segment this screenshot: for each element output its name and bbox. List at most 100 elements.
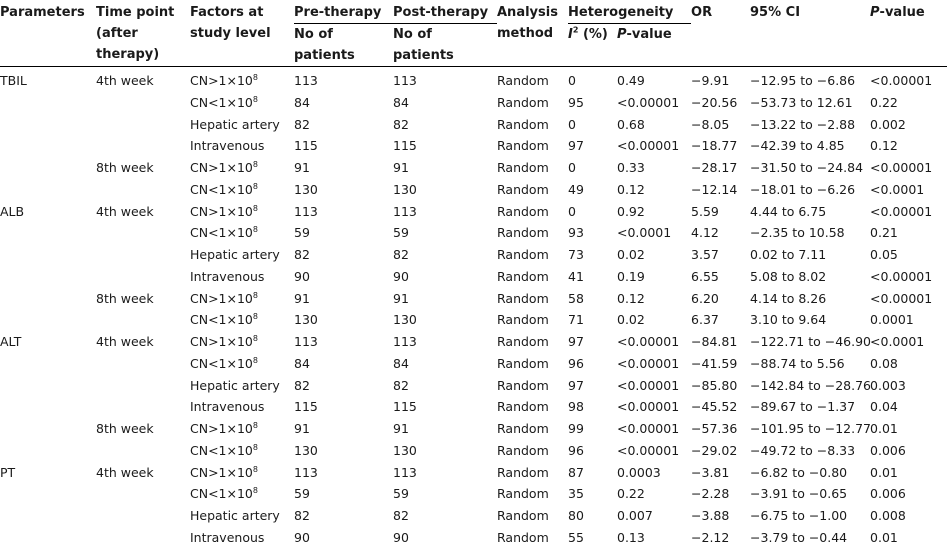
cell-or: −2.12 xyxy=(691,529,730,545)
table-row: Hepatic artery 82 82 Random 97 <0.00001 −85.80… xyxy=(0,375,947,397)
header-or: OR xyxy=(691,0,751,67)
table-row: Hepatic artery 82 82 Random 73 0.02 3.57 0.02 t… xyxy=(0,244,947,266)
cell-pre-patients: 113 xyxy=(294,464,318,480)
table-row: Hepatic artery 82 82 Random 0 0.68 −8.05 −13.22… xyxy=(0,114,947,136)
cell-post-patients: 82 xyxy=(393,377,409,393)
cell-post-patients: 84 xyxy=(393,94,409,110)
cell-factor: CN<1×108 xyxy=(190,222,294,244)
cell-post-patients: 59 xyxy=(393,486,409,502)
cell-pre-patients: 90 xyxy=(294,529,310,545)
cell-pre-patients: 82 xyxy=(294,116,310,132)
cell-p-value: 0.22 xyxy=(870,94,898,110)
cell-or: −57.36 xyxy=(691,421,738,436)
factor-exponent: 8 xyxy=(252,290,258,300)
cell-or: −29.02 xyxy=(691,442,738,458)
header-het-p-italic: P xyxy=(617,27,627,42)
header-time-point-line3: therapy) xyxy=(96,47,160,62)
cell-p-value: 0.12 xyxy=(870,138,898,154)
cell-analysis-method: Random xyxy=(497,73,549,88)
factor-text: Intravenous xyxy=(190,399,265,415)
cell-pre-patients: 130 xyxy=(294,442,318,458)
cell-or: 5.59 xyxy=(691,203,719,219)
cell-or: −20.56 xyxy=(691,94,738,110)
cell-i2: 96 xyxy=(568,355,584,371)
header-analysis-line2: method xyxy=(497,26,554,41)
cell-p-value: <0.0001 xyxy=(870,334,925,349)
cell-parameter: ALB xyxy=(0,203,25,219)
cell-i2: 73 xyxy=(568,247,584,262)
cell-i2: 97 xyxy=(568,377,584,393)
cell-95ci: 4.44 to 6.75 xyxy=(750,203,827,219)
cell-post-patients: 59 xyxy=(393,225,409,241)
header-time-point: Time point (after therapy) xyxy=(96,0,190,67)
cell-i2: 58 xyxy=(568,290,584,306)
cell-parameter: TBIL xyxy=(0,73,27,88)
cell-analysis-method: Random xyxy=(497,421,549,436)
header-post-sub-line1: No of xyxy=(393,27,432,42)
cell-analysis-method: Random xyxy=(497,247,549,262)
table-row: Intravenous 115 115 Random 97 <0.00001 −18.77−… xyxy=(0,135,947,157)
cell-time-point xyxy=(96,266,190,288)
cell-factor: Intravenous xyxy=(190,266,294,288)
cell-p-value: 0.01 xyxy=(870,464,898,480)
cell-analysis-method: Random xyxy=(497,138,549,154)
cell-pre-patients: 82 xyxy=(294,377,310,393)
factor-text: CN<1×10 xyxy=(190,312,253,328)
cell-post-patients: 91 xyxy=(393,290,409,306)
cell-post-patients: 84 xyxy=(393,355,409,371)
header-time-point-line2: (after xyxy=(96,26,138,41)
cell-pre-patients: 115 xyxy=(294,138,318,154)
cell-analysis-method: Random xyxy=(497,442,549,458)
cell-parameter xyxy=(0,418,96,440)
table-row: CN<1×108 130 130 Random 96 <0.00001 −29.02 −49.… xyxy=(0,440,947,462)
cell-p-value: <0.0001 xyxy=(870,181,925,197)
cell-time-point xyxy=(96,135,190,157)
cell-95ci: −89.67 to −1.37 xyxy=(750,399,856,415)
cell-factor: Intravenous xyxy=(190,527,294,549)
cell-factor: CN>1×108 xyxy=(190,331,294,353)
cell-pre-patients: 59 xyxy=(294,225,310,241)
cell-het-pvalue: 0.68 xyxy=(617,116,645,132)
cell-i2: 71 xyxy=(568,312,584,328)
cell-time-point: 8th week xyxy=(96,160,154,175)
cell-time-point xyxy=(96,440,190,462)
factor-text: Intravenous xyxy=(190,268,265,284)
cell-i2: 95 xyxy=(568,94,584,110)
cell-or: −45.52 xyxy=(691,399,738,415)
cell-95ci: −18.01 to −6.26 xyxy=(750,181,856,197)
cell-analysis-method: Random xyxy=(497,181,549,197)
header-i2-rest: (%) xyxy=(578,27,608,42)
cell-or: −3.81 xyxy=(691,464,730,480)
cell-i2: 96 xyxy=(568,442,584,458)
cell-het-pvalue: <0.00001 xyxy=(617,442,680,458)
cell-or: 6.20 xyxy=(691,290,719,306)
cell-pre-patients: 91 xyxy=(294,421,310,436)
cell-or: −28.17 xyxy=(691,160,738,175)
header-het-pvalue: P-value xyxy=(617,24,691,66)
table-row: Intravenous 90 90 Random 41 0.19 6.55 5.08 to 8… xyxy=(0,266,947,288)
cell-i2: 0 xyxy=(568,116,576,132)
cell-95ci: −2.35 to 10.58 xyxy=(750,225,845,241)
cell-parameter xyxy=(0,222,96,244)
header-analysis-line1: Analysis xyxy=(497,5,558,20)
factor-exponent: 8 xyxy=(252,464,258,474)
cell-pre-patients: 84 xyxy=(294,94,310,110)
table-row: Intravenous 115 115 Random 98 <0.00001 −45.52−… xyxy=(0,396,947,418)
cell-parameter xyxy=(0,483,96,505)
cell-95ci: −42.39 to 4.85 xyxy=(750,138,845,154)
cell-analysis-method: Random xyxy=(497,290,549,306)
cell-or: −18.77 xyxy=(691,138,738,154)
cell-het-pvalue: 0.92 xyxy=(617,203,645,219)
cell-95ci: 3.10 to 9.64 xyxy=(750,312,827,328)
cell-parameter xyxy=(0,353,96,375)
cell-pre-patients: 91 xyxy=(294,160,310,175)
header-post-sub: No of patients xyxy=(393,23,497,67)
cell-p-value: 0.05 xyxy=(870,247,898,262)
cell-parameter xyxy=(0,114,96,136)
cell-het-pvalue: <0.0001 xyxy=(617,225,672,241)
table-row: ALT 4th week CN>1×108 113 113 Random 97 <0.0000… xyxy=(0,331,947,353)
header-pre-sub-line2: patients xyxy=(294,48,355,63)
cell-time-point xyxy=(96,92,190,114)
cell-analysis-method: Random xyxy=(497,268,549,284)
factor-text: Hepatic artery xyxy=(190,377,280,393)
